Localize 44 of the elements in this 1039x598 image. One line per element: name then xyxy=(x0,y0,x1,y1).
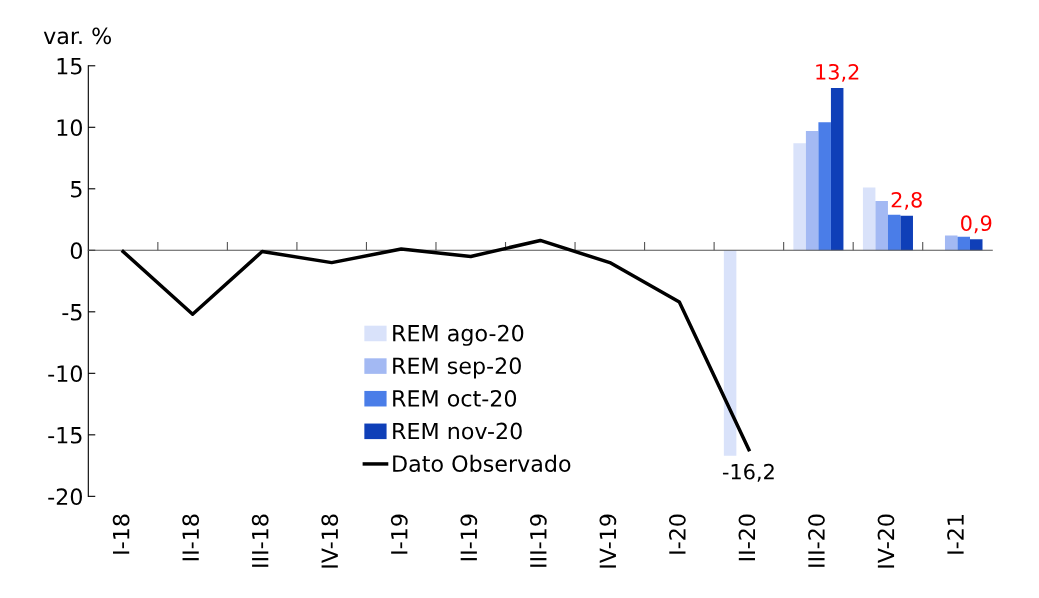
x-tick-label: I-19 xyxy=(390,514,408,554)
x-tick-label: III-20 xyxy=(808,514,825,567)
y-tick-label: -10 xyxy=(48,365,82,383)
data-label: 13,2 xyxy=(816,63,859,82)
legend-label: REM nov-20 xyxy=(393,422,522,440)
bar xyxy=(818,122,831,251)
line-series xyxy=(121,238,751,452)
bar xyxy=(862,187,876,251)
bar xyxy=(723,250,737,456)
x-tick-label: IV-20 xyxy=(877,514,895,568)
y-tick-label: -20 xyxy=(48,488,82,506)
legend-label: REM oct-20 xyxy=(393,389,517,407)
y-tick-label: 10 xyxy=(57,119,82,137)
bar xyxy=(944,235,958,251)
legend-label: REM ago-20 xyxy=(393,324,524,346)
bar xyxy=(957,236,970,251)
y-tick-label: -15 xyxy=(48,427,82,444)
x-tick-label: II-20 xyxy=(738,514,756,561)
y-tick-label: 15 xyxy=(57,58,82,75)
y-tick-label: 5 xyxy=(71,181,82,198)
bar xyxy=(793,143,806,251)
bar xyxy=(887,214,901,251)
legend-label: REM sep-20 xyxy=(393,357,521,379)
x-tick-label: III-18 xyxy=(251,514,269,567)
x-tick-label: I-20 xyxy=(668,514,686,554)
x-tick-label: III-19 xyxy=(529,514,547,567)
bar xyxy=(805,130,819,251)
data-label: -16,2 xyxy=(722,463,774,482)
bar xyxy=(969,239,983,251)
data-label: 0,9 xyxy=(961,215,992,234)
y-axis-title: var. % xyxy=(43,27,112,45)
data-label: 2,8 xyxy=(891,191,922,210)
y-tick-label: -5 xyxy=(62,304,82,321)
x-tick-label: II-19 xyxy=(460,514,478,561)
bar xyxy=(875,201,888,251)
x-tick-label: II-18 xyxy=(182,514,200,561)
bar xyxy=(830,87,844,251)
x-tick-label: I-18 xyxy=(112,514,130,554)
bar xyxy=(900,215,913,251)
legend-label: Dato Observado xyxy=(393,454,571,473)
x-tick-label: I-21 xyxy=(947,515,964,554)
y-tick-label: 0 xyxy=(70,242,82,260)
x-tick-label: IV-19 xyxy=(599,514,617,568)
x-tick-label: IV-18 xyxy=(321,514,339,568)
